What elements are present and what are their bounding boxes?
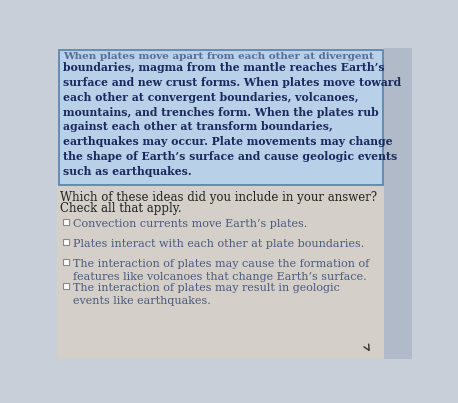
Text: boundaries, magma from the mantle reaches Earth’s
surface and new crust forms. W: boundaries, magma from the mantle reache… (63, 62, 401, 177)
Bar (63, 239, 69, 245)
Text: Plates interact with each other at plate boundaries.: Plates interact with each other at plate… (73, 239, 364, 249)
Bar (57, 185, 384, 359)
Text: When plates move apart from each other at divergent: When plates move apart from each other a… (63, 52, 373, 61)
Bar (59, 50, 383, 185)
Bar (384, 48, 412, 359)
Text: Check all that apply.: Check all that apply. (60, 202, 182, 214)
Text: Convection currents move Earth’s plates.: Convection currents move Earth’s plates. (73, 218, 307, 229)
Text: The interaction of plates may cause the formation of
features like volcanoes tha: The interaction of plates may cause the … (73, 259, 369, 282)
Bar (63, 283, 69, 289)
Text: The interaction of plates may result in geologic
events like earthquakes.: The interaction of plates may result in … (73, 283, 340, 306)
Text: Which of these ideas did you include in your answer?: Which of these ideas did you include in … (60, 191, 377, 204)
Bar (63, 218, 69, 225)
Bar (63, 259, 69, 265)
